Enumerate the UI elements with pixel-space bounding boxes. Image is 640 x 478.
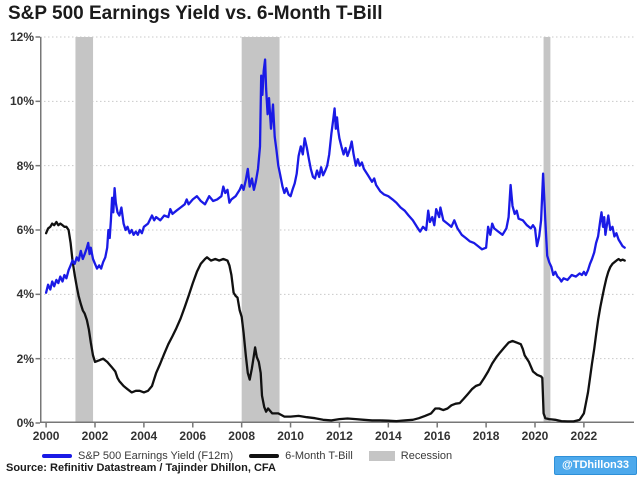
legend-item-recession: Recession [368,450,453,462]
y-tick-label: 8% [16,158,34,173]
plot-area [35,36,634,428]
series-line-tbill_line [44,220,626,423]
earnings-yield-line-swatch [42,454,72,458]
x-tick-label: 2016 [423,429,451,443]
y-tick-label: 2% [16,351,34,366]
x-tick-label: 2000 [32,429,60,443]
twitter-handle-badge: @TDhillon33 [554,456,637,475]
legend-label-earnings-yield: S&P 500 Earnings Yield (F12m) [78,450,234,462]
x-tick-label: 2018 [472,429,500,443]
x-tick-label: 2020 [521,429,549,443]
y-tick-label: 0% [16,416,34,430]
x-tick-label: 2002 [81,429,109,443]
y-tick-label: 10% [9,94,34,109]
x-tick-label: 2010 [277,429,304,443]
x-tick-label: 2004 [130,429,158,443]
recession-band [75,37,94,423]
x-tick-label: 2014 [374,429,402,443]
recession-swatch [368,451,395,461]
source-attribution: Source: Refinitiv Datastream / Tajinder … [6,462,276,474]
series-line-earnings_yield_line [44,58,626,294]
y-tick-label: 12% [9,30,34,44]
x-tick-label: 2012 [326,429,353,443]
recession-band [543,37,551,423]
x-tick-label: 2022 [570,429,598,443]
x-tick-label: 2006 [179,429,207,443]
chart-title: S&P 500 Earnings Yield vs. 6-Month T-Bil… [8,3,383,24]
legend-label-tbill: 6-Month T-Bill [285,450,353,462]
x-tick-label: 2008 [228,429,255,443]
y-tick-label: 6% [16,223,34,237]
legend: S&P 500 Earnings Yield (F12m) 6-Month T-… [42,450,452,462]
tbill-line-swatch [249,454,280,458]
y-tick-label: 4% [16,287,34,302]
legend-item-tbill: 6-Month T-Bill [249,450,353,462]
legend-item-earnings-yield: S&P 500 Earnings Yield (F12m) [42,450,233,462]
legend-label-recession: Recession [400,450,453,462]
chart-svg [35,36,634,428]
